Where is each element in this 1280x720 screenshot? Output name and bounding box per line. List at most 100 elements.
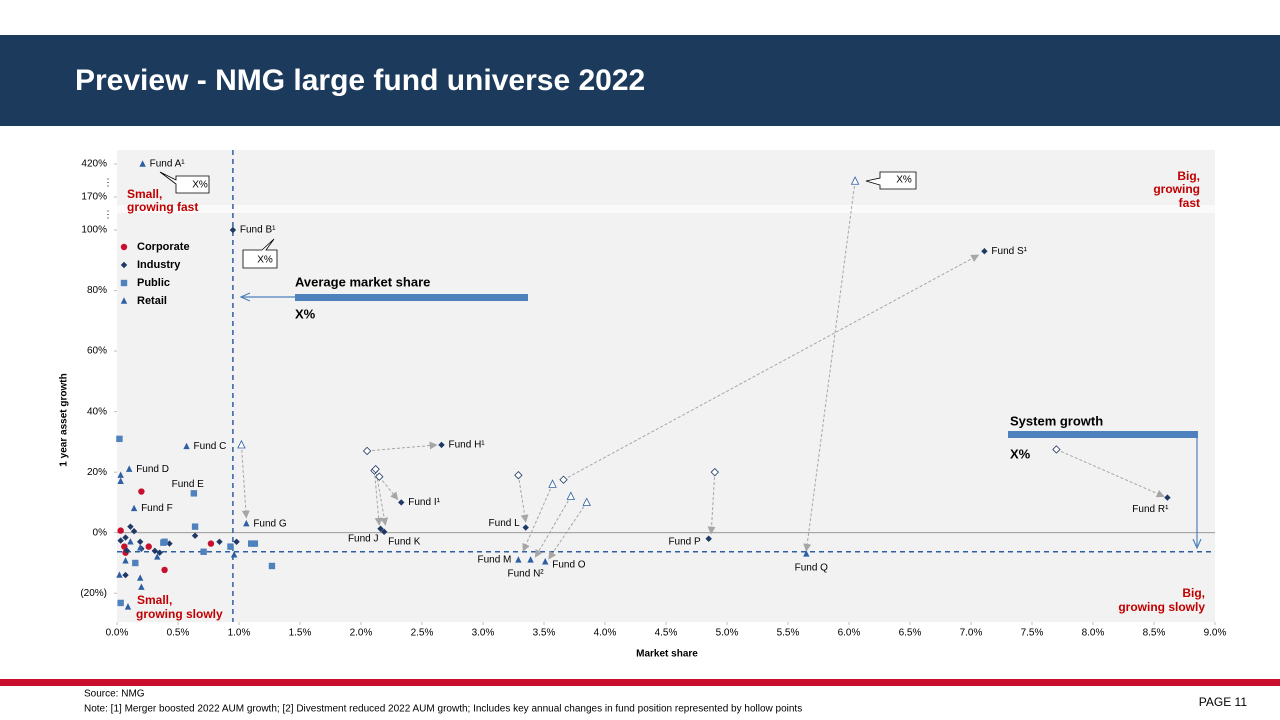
callout-text: X% — [192, 180, 208, 191]
hollow-point — [850, 176, 860, 185]
y-tick-label: 40% — [87, 406, 107, 417]
hollow-point — [582, 497, 591, 506]
quadrant-label: fast — [1179, 196, 1200, 210]
change-arrow — [534, 496, 572, 558]
point — [116, 571, 123, 578]
x-tick-label: 1.0% — [228, 628, 251, 639]
point — [117, 527, 124, 534]
point — [380, 528, 388, 535]
hollow-point — [362, 446, 372, 456]
point-label: Fund I¹ — [408, 497, 440, 508]
x-tick-label: 6.5% — [899, 628, 922, 639]
point — [122, 557, 129, 564]
legend-label: Public — [137, 277, 170, 289]
point — [527, 556, 534, 563]
point-label: Fund Q — [795, 563, 829, 574]
legend-marker — [120, 243, 128, 251]
change-arrow — [517, 475, 529, 523]
x-tick-label: 8.0% — [1082, 628, 1105, 639]
x-tick-label: 0.0% — [106, 628, 129, 639]
point — [122, 571, 129, 579]
legend-marker — [120, 297, 128, 304]
callout-box — [242, 238, 278, 269]
title: Preview - NMG large fund universe 2022 — [75, 64, 645, 97]
point-label: Fund H¹ — [449, 440, 486, 451]
x-tick-label: 6.0% — [838, 628, 861, 639]
point — [207, 540, 215, 547]
annotation-bar — [295, 294, 528, 301]
y-axis-label: 1 year asset growth — [59, 373, 70, 466]
callout-box — [865, 171, 917, 190]
legend-label: Retail — [137, 295, 167, 307]
point — [138, 583, 145, 590]
quadrant-label: growing slowly — [136, 607, 223, 621]
point — [200, 548, 207, 555]
point — [160, 539, 167, 546]
hollow-point — [375, 472, 384, 481]
point — [138, 488, 145, 495]
point — [229, 226, 237, 234]
axis-break-band — [117, 205, 1215, 213]
hollow-point — [566, 491, 576, 500]
point-label: Fund P — [668, 536, 701, 547]
point — [136, 544, 144, 551]
point — [117, 537, 124, 544]
point — [191, 523, 199, 530]
point — [268, 562, 276, 570]
point — [248, 540, 255, 547]
point — [126, 465, 133, 472]
hollow-point — [514, 471, 523, 480]
x-tick-label: 1.5% — [289, 628, 312, 639]
x-tick-label: 3.5% — [533, 628, 556, 639]
y-tick-label: 100% — [81, 225, 107, 236]
y-tick-label: 170% — [81, 192, 107, 203]
change-arrow — [367, 441, 438, 452]
point-label: Fund J — [348, 533, 379, 544]
point — [130, 527, 138, 535]
point-label: Fund L — [489, 518, 521, 529]
annotation-title: Average market share — [295, 274, 430, 289]
change-arrow — [803, 181, 856, 552]
point — [251, 540, 259, 547]
point — [127, 538, 134, 545]
title-band — [0, 35, 1280, 126]
hollow-point — [237, 439, 246, 449]
change-arrow — [375, 469, 389, 526]
point — [705, 535, 712, 542]
annotation-bar — [1008, 431, 1198, 438]
change-arrow — [1056, 449, 1165, 498]
point — [116, 435, 123, 443]
hollow-point — [710, 467, 719, 477]
x-tick-label: 7.0% — [960, 628, 983, 639]
page-number: PAGE 11 — [1199, 695, 1248, 709]
point — [136, 538, 144, 545]
point — [161, 566, 168, 574]
change-arrow — [240, 444, 250, 519]
point-label: Fund B¹ — [240, 225, 276, 236]
x-tick-label: 7.5% — [1021, 628, 1044, 639]
x-tick-label: 3.0% — [472, 628, 495, 639]
change-arrow — [373, 470, 383, 526]
y-tick-label: 20% — [87, 467, 107, 478]
x-tick-label: 9.0% — [1204, 628, 1227, 639]
point-label: Fund C — [194, 441, 227, 452]
y-tick-label: 0% — [93, 527, 108, 538]
quadrant-label: growing fast — [127, 200, 198, 214]
point — [227, 543, 234, 550]
hollow-point — [559, 475, 568, 484]
y-tick-label: 60% — [87, 346, 107, 357]
annotation-title: System growth — [1010, 413, 1103, 428]
legend-label: Corporate — [137, 241, 190, 253]
x-axis-label: Market share — [636, 649, 698, 660]
footer-rule — [0, 679, 1280, 686]
change-arrow — [707, 472, 716, 535]
point — [191, 532, 199, 539]
point — [515, 556, 522, 563]
break-dots: ⋮ — [103, 210, 113, 221]
point — [117, 477, 124, 484]
legend-marker — [120, 261, 128, 269]
point — [117, 471, 124, 478]
hollow-point — [371, 464, 380, 474]
point — [243, 519, 250, 527]
